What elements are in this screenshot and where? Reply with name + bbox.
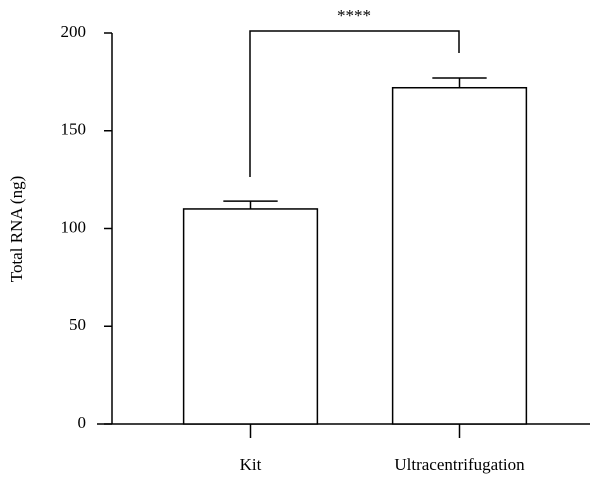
y-tick-label: 50	[69, 315, 86, 334]
y-tick-label: 200	[61, 22, 87, 41]
error-bar	[432, 77, 487, 88]
significance-annotation: ****	[337, 6, 371, 25]
x-tick-label: Ultracentrifugation	[394, 455, 525, 474]
error-bar	[223, 200, 278, 209]
significance-bracket	[249, 30, 460, 177]
bar	[391, 86, 528, 425]
y-tick-label: 100	[61, 217, 87, 236]
bar	[182, 208, 319, 425]
y-axis-label: Total RNA (ng)	[7, 176, 26, 282]
y-tick-label: 0	[78, 413, 87, 432]
y-tick-label: 150	[61, 120, 87, 139]
x-tick-label: Kit	[240, 455, 262, 474]
